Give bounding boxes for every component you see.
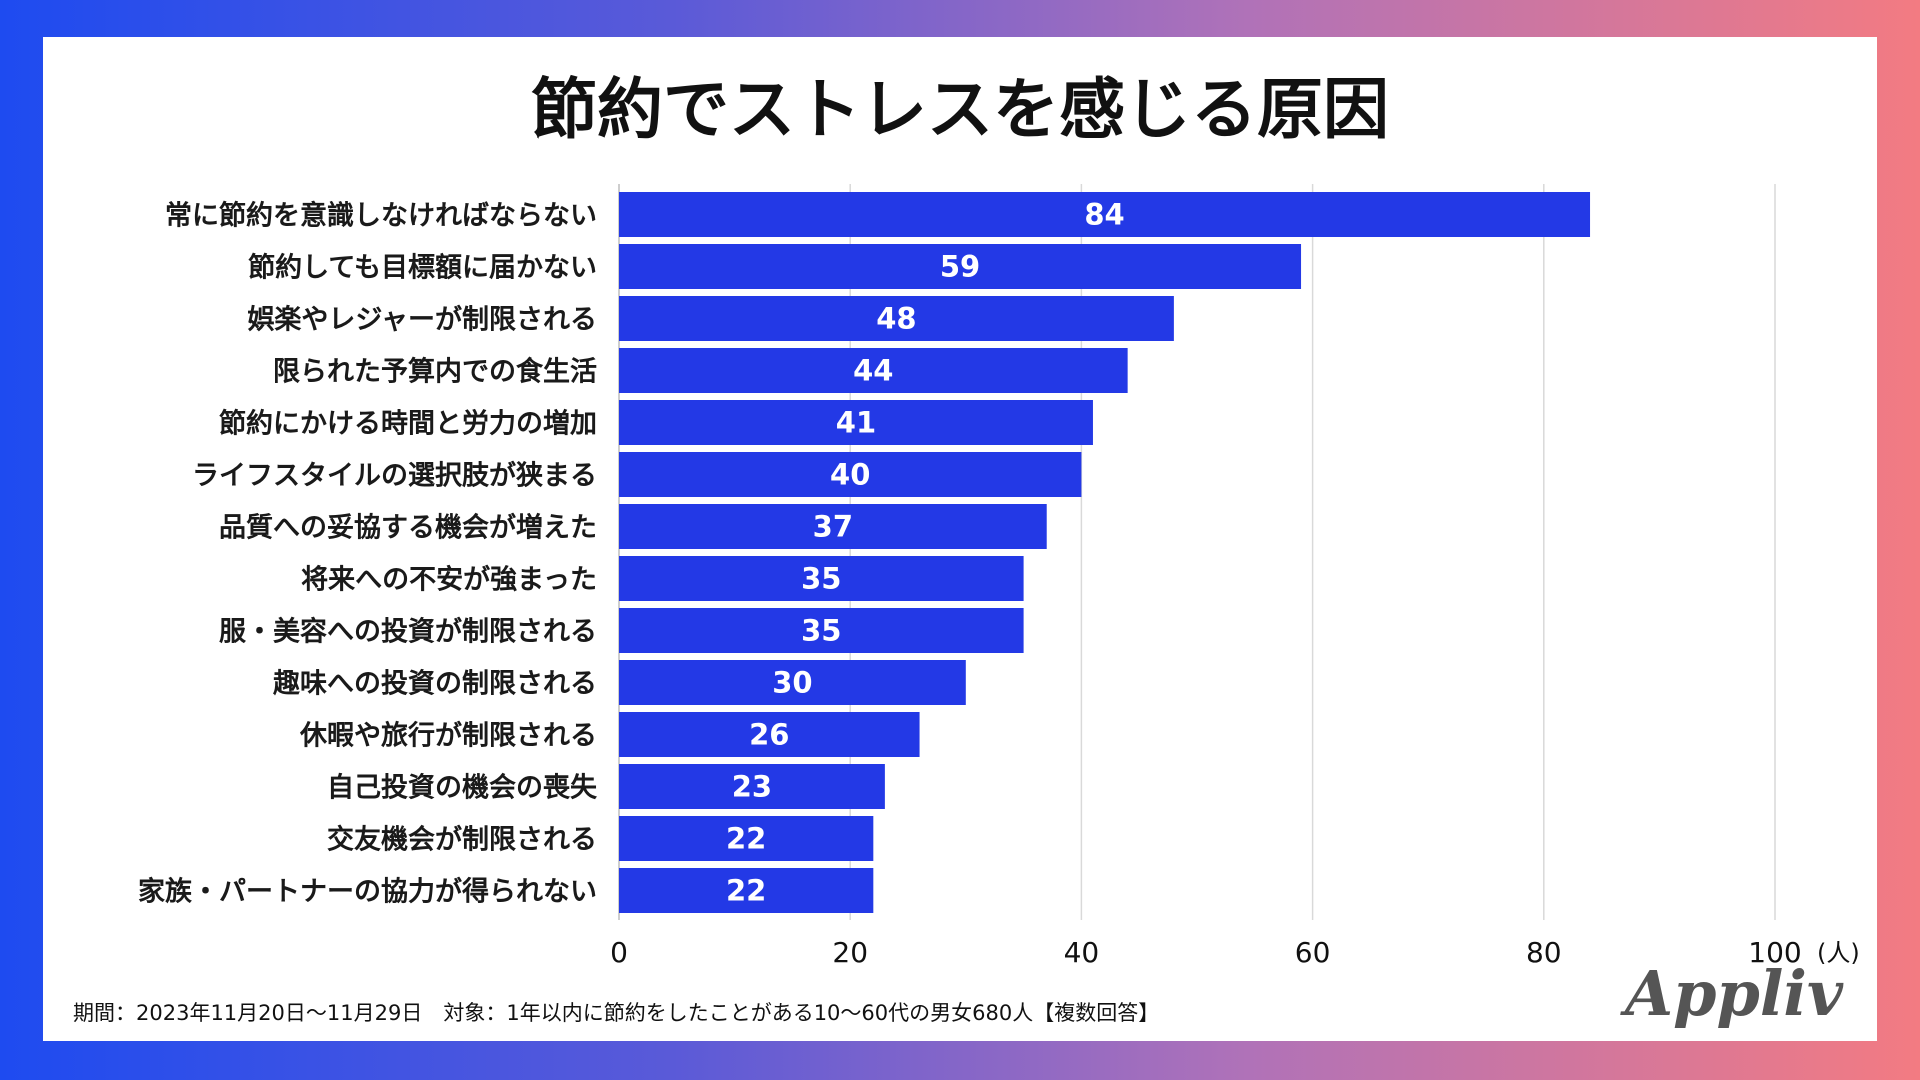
bars: 84 59 48 44 41 40 37 35 35 30 26 23 22 22 — [619, 192, 1591, 913]
bar-7 — [619, 504, 1047, 549]
bar-value-8: 35 — [801, 562, 841, 596]
bar-9 — [619, 608, 1024, 653]
x-unit-label: (人) — [1817, 939, 1860, 967]
x-axis: 0 20 40 60 80 100 (人) — [610, 936, 1860, 969]
bar-6 — [619, 452, 1082, 497]
bar-value-13: 22 — [726, 822, 766, 856]
x-tick-label-80: 80 — [1526, 936, 1562, 969]
category-label-12: 自己投資の機会の喪失 — [327, 772, 598, 804]
footnote: 期間：2023年11月20日〜11月29日 対象：1年以内に節約をしたことがある… — [73, 1001, 1159, 1025]
category-label-6: ライフスタイルの選択肢が狭まる — [192, 460, 597, 492]
bar-11 — [619, 712, 920, 757]
x-tick-label-100: 100 — [1748, 936, 1801, 969]
brand-logo: Appliv — [1620, 957, 1844, 1030]
category-label-4: 限られた予算内での食生活 — [273, 356, 597, 388]
bar-value-10: 30 — [772, 666, 812, 700]
category-labels: 常に節約を意識しなければならない節約しても目標額に届かない娯楽やレジャーが制限さ… — [138, 200, 598, 908]
category-label-7: 品質への妥協する機会が増えた — [219, 512, 597, 544]
category-label-1: 常に節約を意識しなければならない — [165, 200, 597, 232]
bar-chart: 節約でストレスを感じる原因 84 59 48 44 41 40 37 35 35 30 26 23 22… — [73, 71, 1860, 1030]
bar-value-7: 37 — [813, 510, 853, 544]
category-label-10: 趣味への投資の制限される — [272, 669, 597, 700]
category-label-8: 将来への不安が強まった — [301, 564, 597, 596]
bar-3 — [619, 296, 1174, 341]
chart-card: 節約でストレスを感じる原因 84 59 48 44 41 40 37 35 35 30 26 23 22… — [43, 37, 1877, 1041]
category-label-14: 家族・パートナーの協力が得られない — [138, 876, 597, 908]
grid-lines — [618, 184, 1776, 920]
bar-value-2: 59 — [940, 250, 980, 284]
category-label-11: 休暇や旅行が制限される — [299, 720, 597, 752]
x-tick-label-20: 20 — [832, 936, 868, 969]
bar-8 — [619, 556, 1024, 601]
bar-value-4: 44 — [853, 354, 893, 388]
bar-14 — [619, 868, 874, 913]
bar-value-3: 48 — [876, 302, 916, 336]
category-label-3: 娯楽やレジャーが制限される — [247, 304, 597, 336]
bar-value-14: 22 — [726, 874, 766, 908]
bar-1 — [619, 192, 1591, 237]
bar-value-6: 40 — [830, 458, 870, 492]
bar-5 — [619, 400, 1093, 445]
x-tick-label-40: 40 — [1064, 936, 1100, 969]
category-label-13: 交友機会が制限される — [327, 824, 597, 856]
bar-value-5: 41 — [836, 406, 876, 440]
bar-10 — [619, 660, 966, 705]
category-label-5: 節約にかける時間と労力の増加 — [219, 408, 597, 440]
bar-value-12: 23 — [732, 770, 772, 804]
category-label-9: 服・美容への投資が制限される — [219, 616, 597, 648]
chart-title: 節約でストレスを感じる原因 — [531, 71, 1389, 148]
bar-value-9: 35 — [801, 614, 841, 648]
bar-value-1: 84 — [1084, 198, 1124, 232]
bar-value-11: 26 — [749, 718, 789, 752]
x-tick-label-60: 60 — [1295, 936, 1331, 969]
x-tick-label-0: 0 — [610, 936, 628, 969]
category-label-2: 節約しても目標額に届かない — [248, 252, 597, 284]
bar-4 — [619, 348, 1128, 393]
bar-12 — [619, 764, 885, 809]
bar-2 — [619, 244, 1302, 289]
bar-13 — [619, 816, 874, 861]
